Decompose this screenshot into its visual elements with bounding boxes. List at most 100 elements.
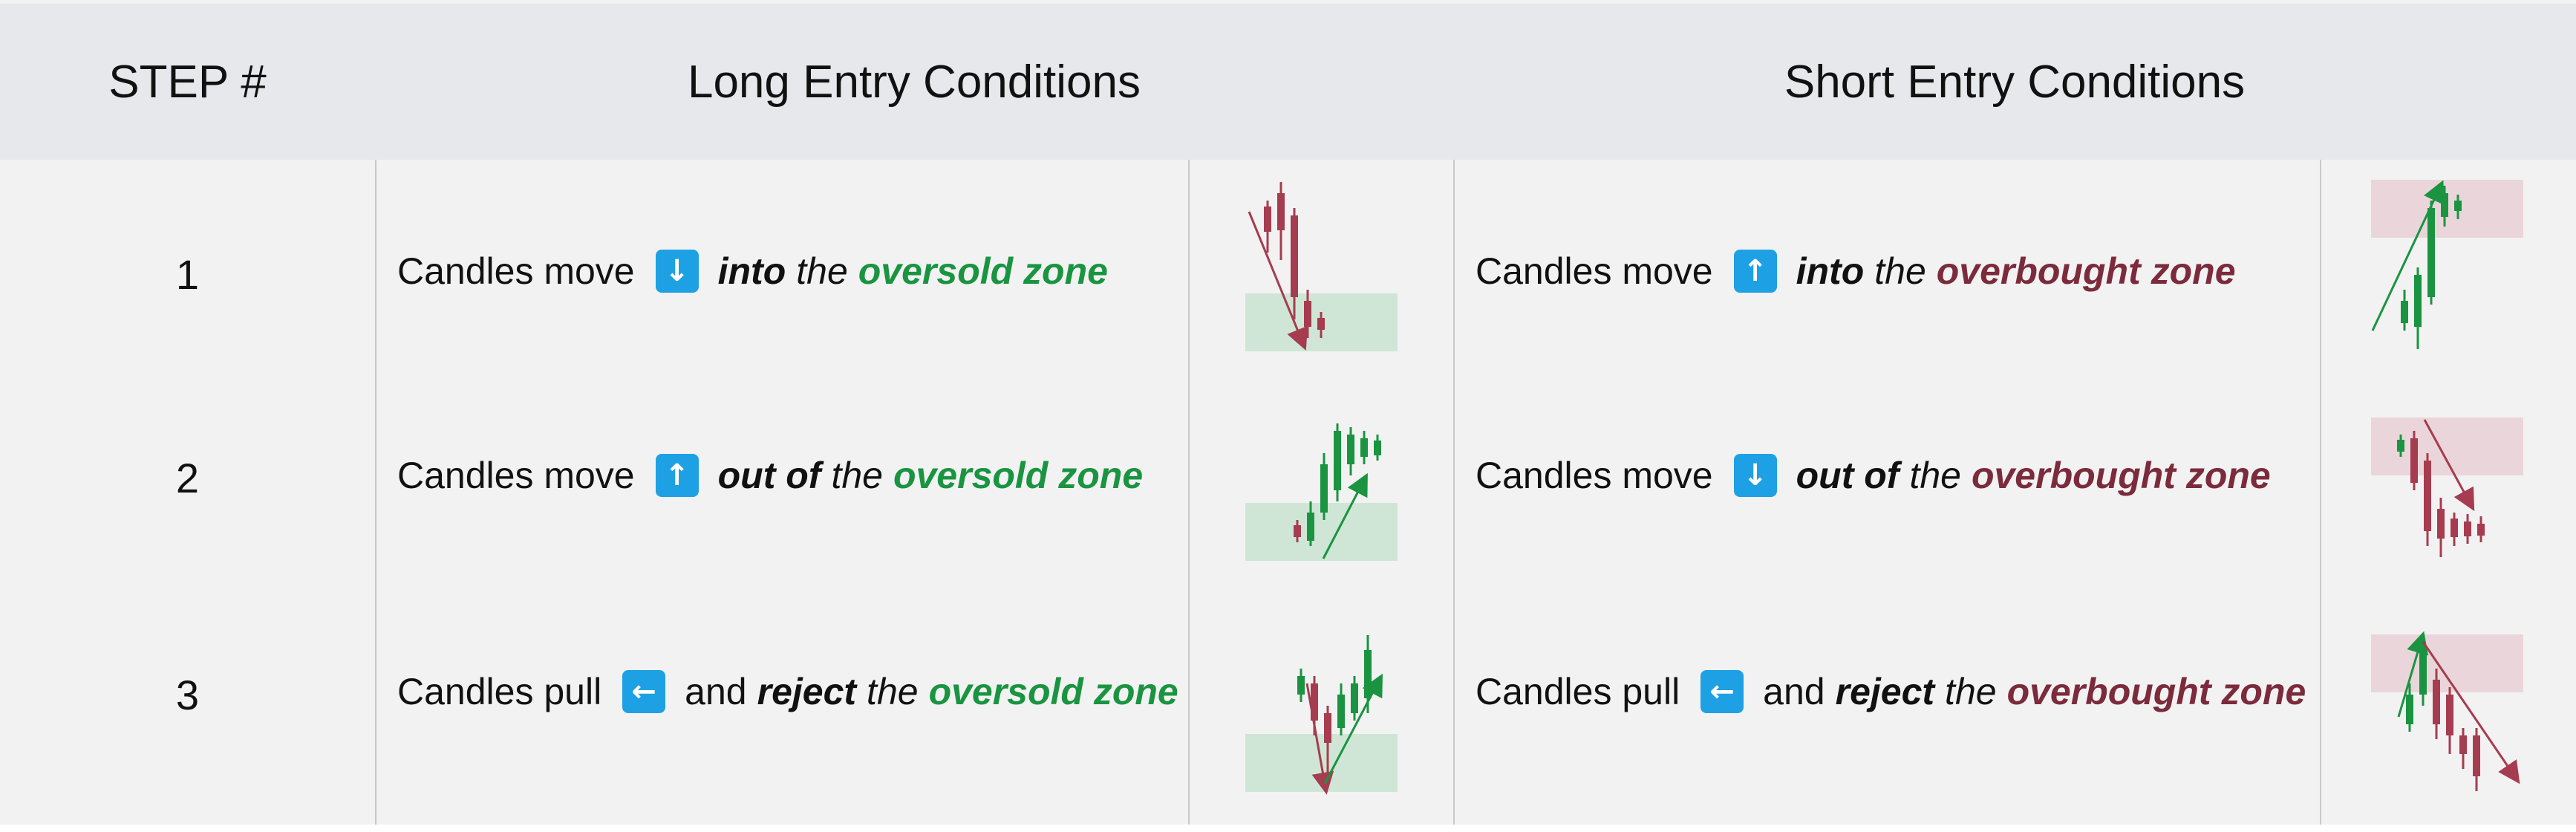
condition-text: the bbox=[796, 250, 848, 292]
short-condition: Candles move ↓ out of the overbought zon… bbox=[1476, 454, 2271, 497]
up-arrow-icon: ↑ bbox=[1733, 250, 1777, 293]
condition-text: and bbox=[1763, 671, 1825, 712]
condition-keyword: reject bbox=[1835, 671, 1935, 712]
candle bbox=[2427, 208, 2435, 297]
condition-keyword: into bbox=[717, 250, 786, 292]
condition-text: Candles move bbox=[397, 455, 635, 496]
candle bbox=[1294, 525, 1301, 537]
condition-keyword: into bbox=[1796, 250, 1865, 292]
up-arrow-icon: ↑ bbox=[655, 454, 699, 497]
condition-text: and bbox=[685, 671, 747, 712]
oversold-zone-label: oversold zone bbox=[928, 671, 1178, 712]
candle bbox=[2451, 519, 2458, 537]
candle bbox=[1317, 318, 1325, 330]
left-arrow-icon: ← bbox=[622, 670, 666, 713]
trend-arrow bbox=[2423, 419, 2475, 512]
candle bbox=[1264, 207, 1271, 232]
short-condition: Candles move ↑ into the overbought zone bbox=[1476, 250, 2236, 293]
condition-text: Candles pull bbox=[397, 671, 602, 712]
condition-text: Candles move bbox=[1476, 455, 1713, 496]
down-arrow-icon: ↓ bbox=[655, 250, 699, 293]
candle bbox=[2454, 201, 2462, 211]
condition-text: the bbox=[1909, 455, 1961, 496]
column-divider bbox=[1453, 160, 1455, 825]
oversold-zone-label: oversold zone bbox=[893, 455, 1144, 496]
condition-text: the bbox=[1945, 671, 1997, 712]
candle bbox=[1364, 650, 1372, 698]
short-step2-candle-illustration bbox=[2371, 417, 2523, 557]
header-step: STEP # bbox=[108, 56, 267, 108]
candle bbox=[2401, 301, 2408, 323]
candle bbox=[2406, 695, 2413, 724]
long-step3-candle-illustration bbox=[1245, 635, 1398, 795]
trend-arrow bbox=[2422, 641, 2520, 784]
candle bbox=[1311, 683, 1318, 721]
candle bbox=[2414, 275, 2422, 327]
condition-keyword: out of bbox=[717, 455, 821, 496]
candle bbox=[1277, 193, 1285, 230]
short-condition: Candles pull ← and reject the overbought… bbox=[1476, 670, 2306, 713]
step-number: 1 bbox=[175, 251, 200, 298]
step-number: 3 bbox=[175, 672, 200, 718]
candle bbox=[2397, 440, 2404, 452]
trend-arrow bbox=[1248, 211, 1308, 351]
column-divider bbox=[2320, 160, 2321, 825]
candle bbox=[2419, 650, 2427, 695]
overbought-zone-box bbox=[2371, 417, 2523, 475]
down-arrow-icon: ↓ bbox=[1733, 454, 1777, 497]
candle bbox=[1307, 513, 1314, 541]
long-step1-candle-illustration bbox=[1245, 182, 1398, 351]
step-number: 2 bbox=[175, 455, 200, 501]
condition-text: the bbox=[831, 455, 883, 496]
trend-arrow bbox=[1322, 472, 1368, 559]
overbought-zone-label: overbought zone bbox=[1936, 250, 2236, 292]
candle bbox=[2410, 438, 2418, 483]
condition-keyword: reject bbox=[757, 671, 857, 712]
candle bbox=[1324, 713, 1331, 743]
condition-keyword: out of bbox=[1796, 455, 1900, 496]
candle bbox=[2424, 461, 2431, 531]
short-step1-candle-illustration bbox=[2371, 180, 2523, 349]
overbought-zone-label: overbought zone bbox=[2006, 671, 2306, 712]
candle bbox=[1351, 683, 1358, 713]
candle bbox=[1291, 215, 1298, 297]
candle bbox=[1374, 441, 1381, 455]
candle bbox=[1360, 438, 1368, 457]
candle bbox=[2459, 735, 2467, 754]
long-condition: Candles move ↓ into the oversold zone bbox=[397, 250, 1108, 293]
candle bbox=[2464, 521, 2471, 536]
candle bbox=[2433, 680, 2440, 724]
candle bbox=[2473, 735, 2480, 776]
candle bbox=[1320, 464, 1328, 513]
long-condition: Candles pull ← and reject the oversold z… bbox=[397, 670, 1178, 713]
long-step2-candle-illustration bbox=[1245, 423, 1398, 561]
candle bbox=[1297, 676, 1305, 695]
candle bbox=[2437, 509, 2445, 539]
condition-text: Candles move bbox=[397, 250, 635, 292]
column-divider bbox=[1188, 160, 1190, 825]
oversold-zone-label: oversold zone bbox=[858, 250, 1108, 292]
trend-arrow bbox=[2371, 180, 2445, 331]
table-header: STEP # Long Entry Conditions Short Entry… bbox=[0, 4, 2576, 160]
trend-arrow bbox=[2397, 631, 2429, 718]
candle bbox=[2477, 524, 2485, 536]
left-arrow-icon: ← bbox=[1701, 670, 1744, 713]
candle bbox=[1334, 431, 1341, 490]
column-divider bbox=[375, 160, 376, 825]
overbought-zone-box bbox=[2371, 634, 2523, 692]
condition-text: Candles pull bbox=[1476, 671, 1680, 712]
trend-arrow bbox=[1323, 673, 1383, 784]
overbought-zone-label: overbought zone bbox=[1971, 455, 2271, 496]
header-short-entry: Short Entry Conditions bbox=[1784, 56, 2246, 108]
condition-text: the bbox=[1874, 250, 1926, 292]
long-condition: Candles move ↑ out of the oversold zone bbox=[397, 454, 1143, 497]
candle bbox=[1337, 695, 1345, 728]
candle bbox=[2446, 695, 2453, 735]
condition-text: Candles move bbox=[1476, 250, 1713, 292]
short-step3-candle-illustration bbox=[2371, 631, 2523, 791]
candle bbox=[1304, 301, 1311, 327]
trend-arrow bbox=[1305, 683, 1334, 795]
condition-text: the bbox=[867, 671, 919, 712]
header-long-entry: Long Entry Conditions bbox=[687, 56, 1141, 108]
